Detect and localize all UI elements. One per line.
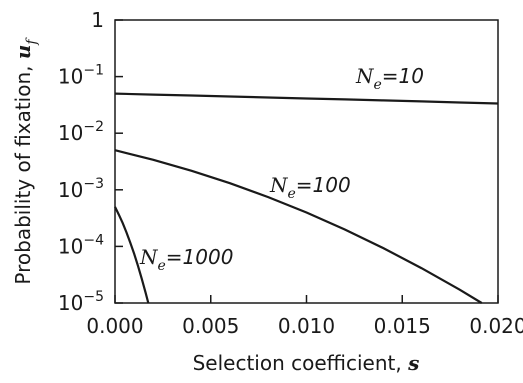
x-tick-label: 0.000 [86,314,143,338]
y-tick-label: 10−4 [58,232,104,258]
series-lines [114,92,499,304]
x-tick-label: 0.020 [469,314,523,338]
x-tick-label: 0.005 [182,314,239,338]
x-axis: 0.000 0.005 0.010 0.015 0.020 [86,295,523,338]
x-tick-label: 0.015 [374,314,431,338]
x-tick-label: 0.010 [278,314,335,338]
series-label-1: Ne=100 [269,173,351,202]
series-line-2 [114,206,150,304]
y-tick-label: 10−1 [58,63,104,89]
y-axis: 1 10−1 10−2 10−3 10−4 10−5 [58,8,123,315]
series-label-0: Ne=10 [355,64,424,93]
y-tick-label: 10−2 [58,119,104,145]
y-axis-label: Probability of fixation, uf [11,37,40,285]
series-labels: Ne=10 Ne=100 Ne=1000 [139,64,424,274]
series-line-1 [114,149,483,304]
series-line-0 [114,92,499,105]
y-tick-label: 10−3 [58,176,104,202]
x-axis-label: Selection coefficient, s [193,351,420,375]
y-tick-label: 10−5 [58,289,104,315]
series-label-2: Ne=1000 [139,245,233,274]
y-tick-label: 1 [91,8,104,32]
